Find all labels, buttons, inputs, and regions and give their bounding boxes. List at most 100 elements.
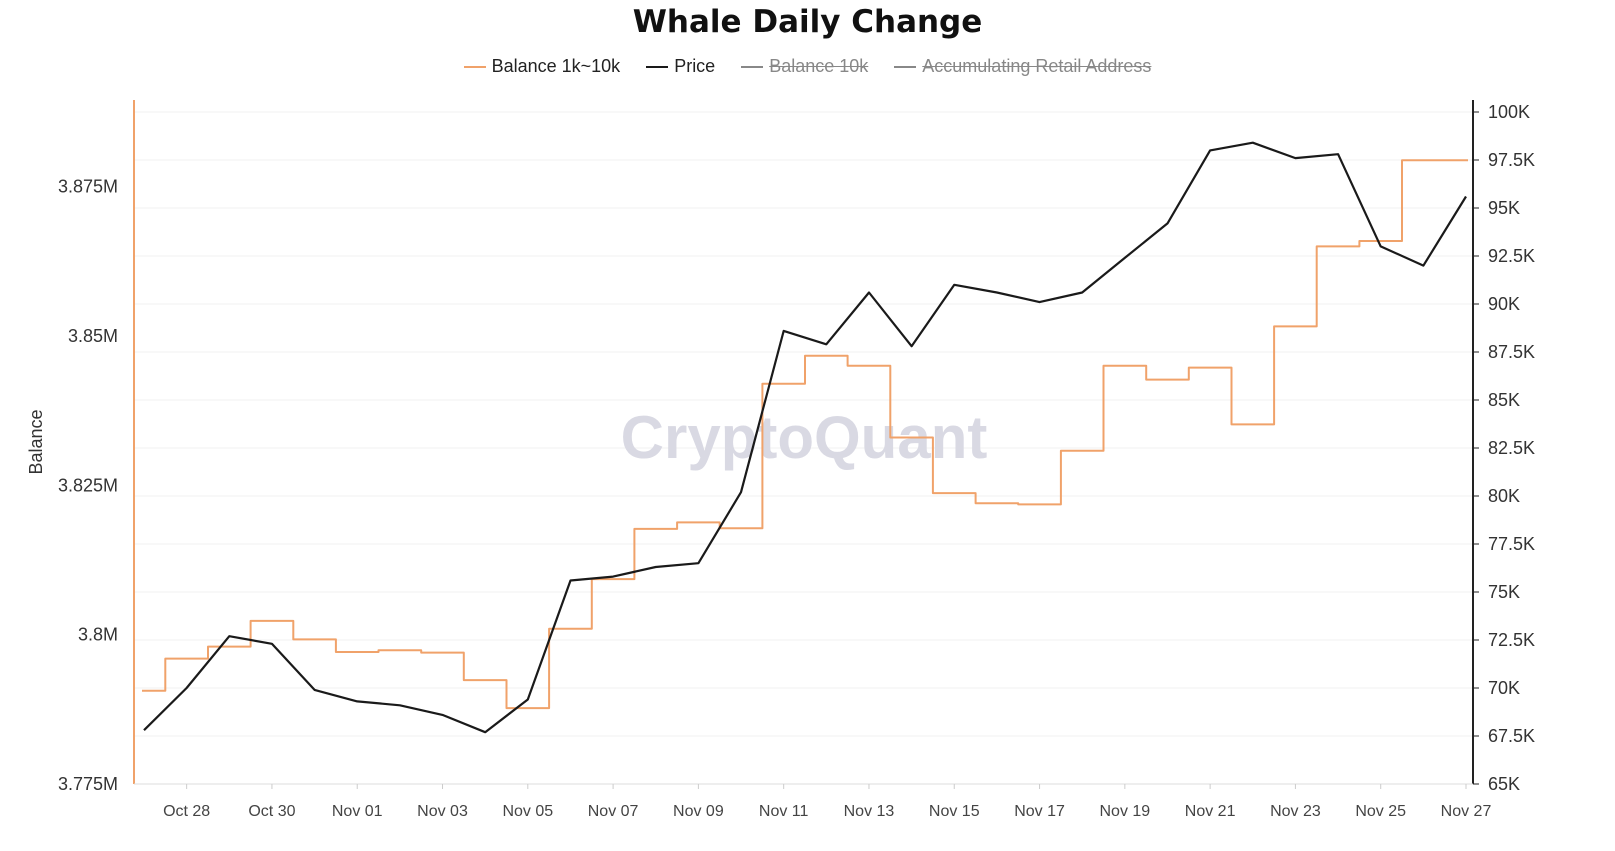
- data-point: [910, 345, 912, 347]
- data-point: [1124, 257, 1126, 259]
- data-point: [953, 492, 955, 494]
- data-point: [996, 291, 998, 293]
- y-right-tick-label: 65K: [1488, 774, 1520, 794]
- y-right-tick-label: 97.5K: [1488, 150, 1535, 170]
- legend-swatch: [741, 65, 764, 68]
- series-line-balance: [142, 159, 1468, 710]
- data-point: [1038, 503, 1040, 505]
- data-point: [271, 620, 273, 622]
- y-right-tick-label: 85K: [1488, 390, 1520, 410]
- data-point: [1252, 423, 1254, 425]
- legend-label: Balance 1k~10k: [491, 56, 621, 76]
- x-tick-label: Nov 05: [502, 803, 553, 820]
- x-tick-label: Nov 11: [759, 803, 809, 820]
- data-point: [1294, 325, 1296, 327]
- data-point: [228, 635, 230, 637]
- y-right-tick-label: 92.5K: [1488, 246, 1535, 266]
- x-tick-label: Nov 09: [673, 803, 724, 820]
- data-point: [1465, 159, 1467, 161]
- x-tick-label: Nov 25: [1355, 803, 1406, 820]
- y-right-tick-label: 87.5K: [1488, 342, 1535, 362]
- data-point: [185, 687, 187, 689]
- legend-item[interactable]: Price: [646, 56, 715, 77]
- data-point: [910, 436, 912, 438]
- data-point: [1166, 378, 1168, 380]
- data-point: [1209, 366, 1211, 368]
- data-point: [1081, 291, 1083, 293]
- data-point: [1252, 142, 1254, 144]
- y-right-tick-label: 82.5K: [1488, 438, 1535, 458]
- data-point: [1337, 153, 1339, 155]
- x-tick-label: Nov 15: [929, 803, 980, 820]
- data-point: [441, 714, 443, 716]
- data-point: [1465, 195, 1467, 197]
- data-point: [441, 651, 443, 653]
- data-point: [143, 729, 145, 731]
- chart-title: Whale Daily Change: [632, 4, 983, 40]
- data-point: [1038, 301, 1040, 303]
- x-tick-label: Oct 30: [248, 803, 295, 820]
- legend-label: Accumulating Retail Address: [922, 56, 1152, 76]
- y-left-tick-label: 3.85M: [68, 326, 118, 346]
- y-left-tick-label: 3.775M: [58, 774, 118, 794]
- x-tick-label: Nov 27: [1441, 803, 1492, 820]
- x-tick-label: Nov 07: [588, 803, 639, 820]
- y-right-tick-label: 72.5K: [1488, 630, 1535, 650]
- legend: Balance 1k~10k Price Balance 10k Accumulati…: [0, 56, 1615, 77]
- y-right-tick-label: 77.5K: [1488, 534, 1535, 554]
- data-point: [143, 690, 145, 692]
- data-point: [740, 527, 742, 529]
- data-point: [697, 562, 699, 564]
- data-point: [1337, 245, 1339, 247]
- y-left-tick-label: 3.875M: [58, 177, 118, 197]
- data-point: [484, 731, 486, 733]
- data-point: [1294, 157, 1296, 159]
- legend-swatch: [894, 65, 917, 68]
- data-point: [1380, 245, 1382, 247]
- legend-swatch: [463, 65, 486, 68]
- data-point: [271, 643, 273, 645]
- data-point: [1380, 240, 1382, 242]
- data-point: [697, 521, 699, 523]
- data-point: [782, 330, 784, 332]
- data-point: [185, 657, 187, 659]
- y-right-tick-label: 95K: [1488, 198, 1520, 218]
- data-point: [569, 579, 571, 581]
- data-point: [825, 354, 827, 356]
- legend-label: Price: [674, 56, 716, 76]
- data-point: [612, 575, 614, 577]
- x-tick-label: Nov 03: [417, 803, 468, 820]
- legend-item[interactable]: Balance 1k~10k: [463, 56, 621, 77]
- y-right-tick-label: 75K: [1488, 582, 1520, 602]
- data-point: [313, 689, 315, 691]
- data-point: [399, 704, 401, 706]
- data-point: [527, 698, 529, 700]
- watermark: CryptoQuant: [621, 404, 988, 471]
- x-tick-label: Nov 21: [1185, 803, 1236, 820]
- data-point: [313, 638, 315, 640]
- y-right-tick-label: 90K: [1488, 294, 1520, 314]
- x-tick-label: Nov 13: [844, 803, 895, 820]
- data-point: [868, 365, 870, 367]
- y-left-axis-label: Balance: [26, 409, 46, 474]
- x-tick-label: Nov 17: [1014, 803, 1065, 820]
- data-point: [1422, 264, 1424, 266]
- data-point: [399, 649, 401, 651]
- data-point: [1209, 149, 1211, 151]
- data-point: [1124, 365, 1126, 367]
- data-point: [612, 578, 614, 580]
- data-point: [527, 707, 529, 709]
- y-left-tick-label: 3.825M: [58, 475, 118, 495]
- data-point: [740, 491, 742, 493]
- legend-item[interactable]: Accumulating Retail Address: [894, 56, 1151, 77]
- data-point: [782, 383, 784, 385]
- legend-item[interactable]: Balance 10k: [741, 56, 868, 77]
- data-point: [825, 343, 827, 345]
- legend-swatch: [646, 65, 669, 68]
- data-point: [356, 700, 358, 702]
- y-right-tick-label: 70K: [1488, 678, 1520, 698]
- x-tick-label: Nov 19: [1099, 803, 1150, 820]
- data-point: [484, 679, 486, 681]
